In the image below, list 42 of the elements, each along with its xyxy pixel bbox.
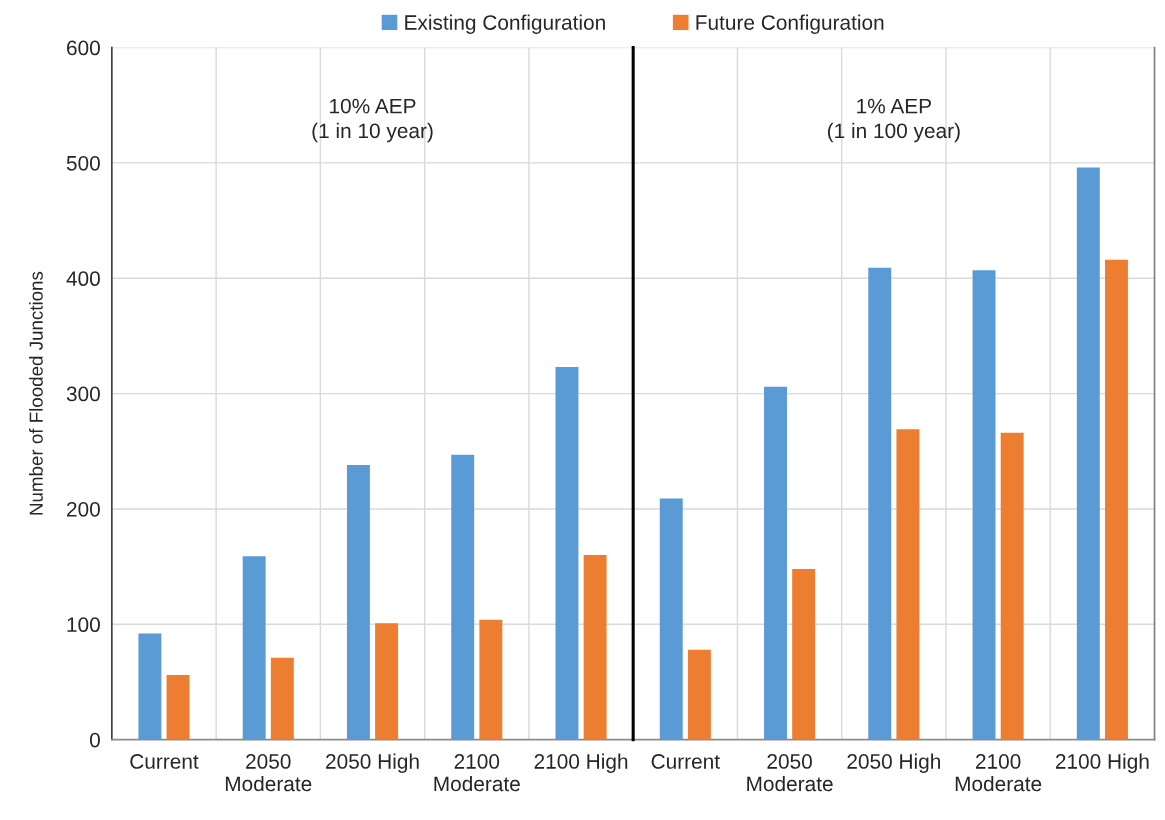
bar <box>868 267 892 740</box>
bar <box>659 498 683 740</box>
bar <box>1076 167 1100 740</box>
bar <box>1000 432 1024 740</box>
x-tick-label: 2100 Moderate <box>434 754 520 792</box>
bar <box>792 568 816 740</box>
annotation: 1% AEP (1 in 100 year) <box>827 98 960 143</box>
y-tick-label: 600 <box>67 40 100 56</box>
y-tick-label: 300 <box>66 386 100 402</box>
bar <box>896 429 920 740</box>
bar <box>555 367 579 740</box>
y-tick-label: 0 <box>89 732 100 748</box>
legend-label: Existing Configuration <box>405 14 605 34</box>
x-tick-label: 2050 High <box>326 753 419 773</box>
x-tick-label: Current <box>651 754 720 769</box>
y-tick-label: 200 <box>67 501 100 517</box>
bar <box>451 454 475 740</box>
x-tick-label: 2050 High <box>847 753 940 773</box>
x-tick-label: 2100 High <box>534 753 628 773</box>
bar <box>270 657 294 740</box>
x-tick-label: 2100 High <box>1055 753 1149 773</box>
x-tick-label: Current <box>130 754 199 769</box>
bar <box>375 623 399 740</box>
y-tick-label: 400 <box>66 271 100 287</box>
bar <box>687 649 711 740</box>
y-axis-title: Number of Flooded Junctions <box>29 271 43 515</box>
bar <box>764 386 787 740</box>
x-tick-label: 2100 Moderate <box>955 754 1042 792</box>
bar <box>346 465 370 740</box>
bar <box>583 555 607 740</box>
x-tick-label: 2050 Moderate <box>747 754 833 792</box>
bar <box>242 556 266 740</box>
bar <box>479 619 503 740</box>
y-tick-label: 500 <box>66 155 100 171</box>
bar <box>1104 259 1128 740</box>
bar <box>138 633 162 740</box>
bar <box>166 675 190 740</box>
x-tick-label: 2050 Moderate <box>225 754 312 792</box>
bar <box>972 270 996 740</box>
y-tick-label: 100 <box>67 617 100 633</box>
legend-label: Future Configuration <box>696 14 884 34</box>
annotation: 10% AEP (1 in 10 year) <box>312 98 433 143</box>
